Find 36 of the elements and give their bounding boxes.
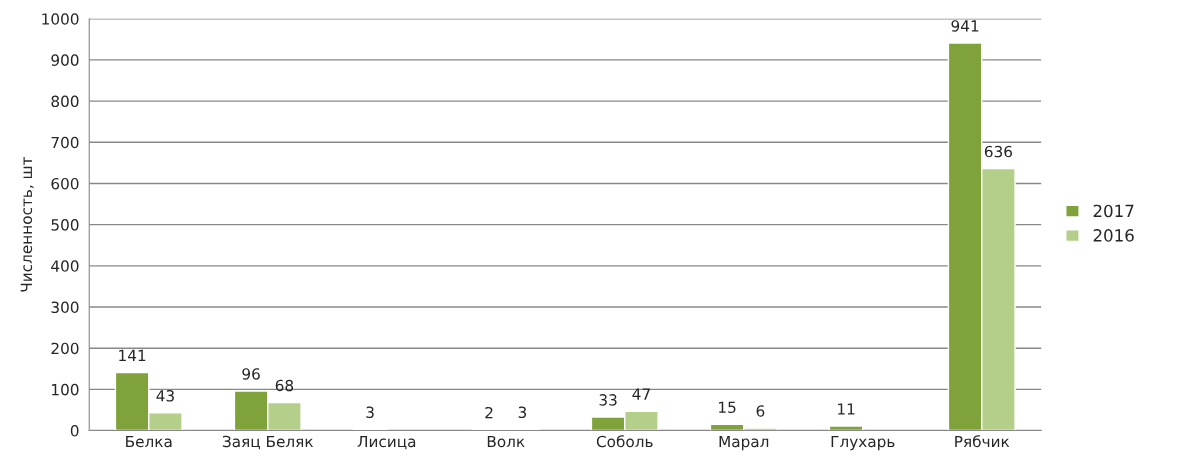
data-label: 3 — [518, 406, 527, 419]
data-label: 6 — [756, 405, 765, 417]
y-tick-label: 0 — [70, 425, 79, 437]
x-tick-label: Заяц Беляк — [222, 435, 314, 450]
data-label: 11 — [838, 403, 855, 415]
y-tick-label: 200 — [51, 342, 79, 355]
data-label: 43 — [156, 390, 174, 402]
y-tick-label: 500 — [51, 219, 79, 231]
data-label: 47 — [632, 388, 650, 400]
data-label: 941 — [951, 20, 979, 32]
x-tick-label: Волк — [487, 435, 525, 448]
y-tick-label: 600 — [51, 177, 79, 190]
data-label: 15 — [719, 401, 736, 414]
x-tick-label: Глухарь — [831, 435, 895, 451]
x-tick-label: Рябчик — [955, 435, 1010, 448]
data-label: 33 — [599, 394, 617, 406]
y-tick-label: 300 — [51, 301, 79, 314]
y-tick-label: 700 — [51, 136, 79, 149]
data-label: 3 — [366, 406, 374, 419]
legend-label: 2016 — [1093, 229, 1134, 242]
y-axis-title: Численность, шт — [20, 156, 34, 292]
y-tick-label: 1000 — [42, 13, 79, 25]
data-label: 68 — [275, 379, 294, 392]
x-tick-label: Белка — [126, 435, 172, 448]
legend-label: 2017 — [1093, 204, 1134, 218]
data-label: 96 — [242, 368, 260, 380]
x-tick-label: Лисица — [357, 435, 416, 450]
data-label: 2 — [485, 406, 493, 419]
y-tick-label: 800 — [51, 95, 79, 108]
y-tick-label: 900 — [51, 54, 79, 66]
y-tick-label: 400 — [51, 260, 79, 272]
data-label: 141 — [119, 349, 146, 361]
x-tick-label: Марал — [719, 435, 769, 451]
x-tick-label: Соболь — [596, 435, 653, 448]
data-label: 636 — [984, 145, 1013, 158]
y-tick-label: 100 — [52, 383, 79, 396]
